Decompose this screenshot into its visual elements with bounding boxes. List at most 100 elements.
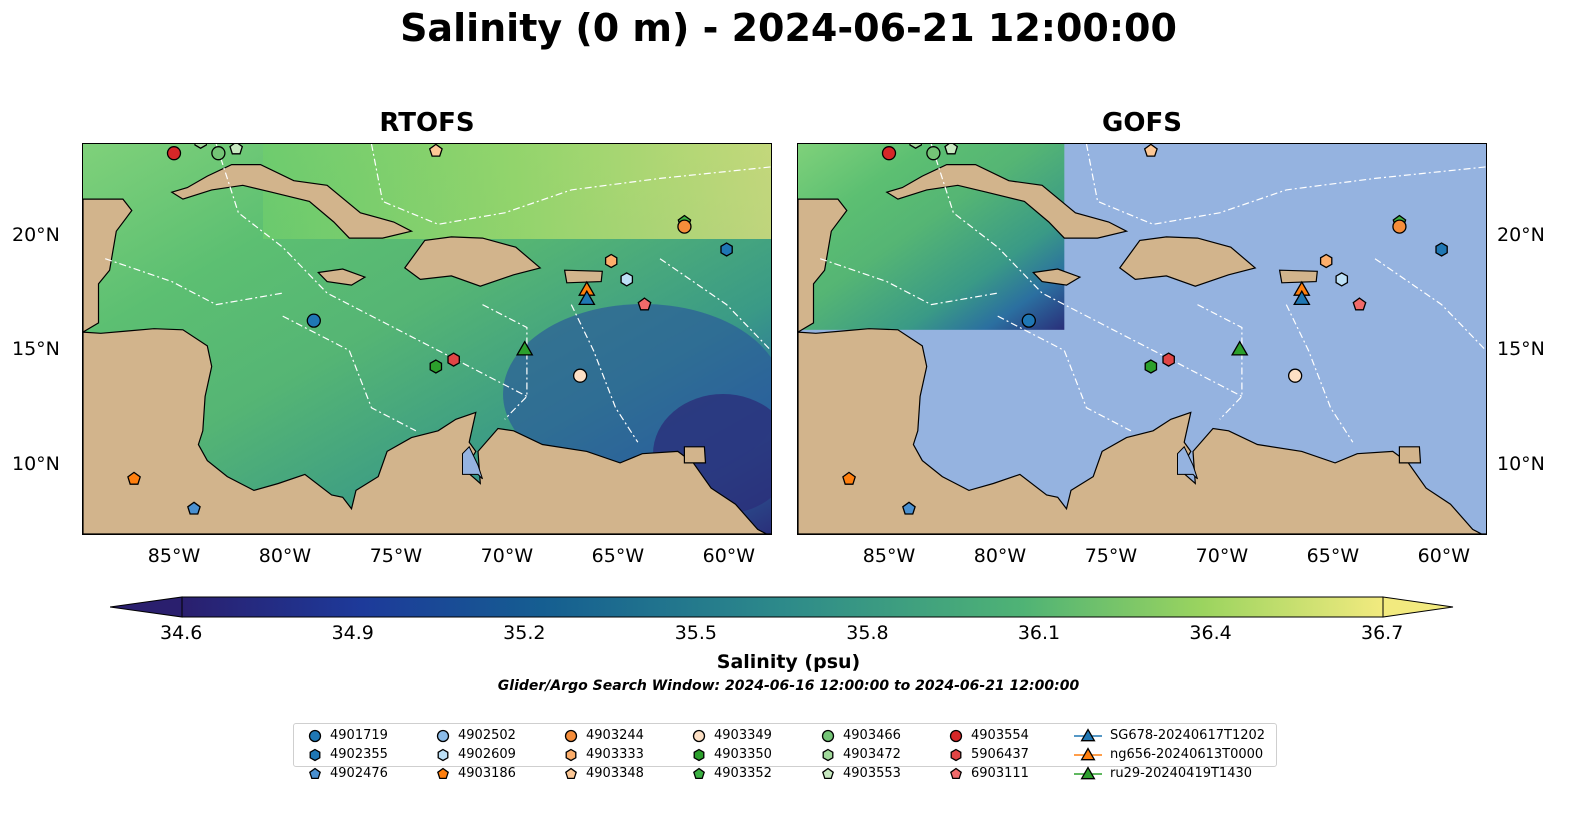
legend-label: 4903554 (971, 728, 1029, 743)
legend-label: 4902609 (458, 747, 516, 762)
legend-label: ng656-20240613T0000 (1110, 747, 1264, 762)
legend-entry: 6903111 (947, 764, 1029, 783)
legend-marker (950, 767, 962, 779)
legend-marker (821, 729, 835, 742)
float-4902609 (1335, 272, 1349, 287)
colorbar-tick-label: 35.8 (846, 622, 889, 644)
land-puerto-rico (1278, 269, 1318, 284)
legend-marker (822, 748, 834, 761)
hexagon-marker-icon (437, 748, 449, 761)
land-yucatan (83, 198, 133, 333)
legend-marker (1080, 765, 1096, 779)
pentagon-marker-icon (822, 767, 834, 779)
colorbar-label: Salinity (psu) (716, 651, 861, 673)
colorbar-tick-label: 35.5 (674, 622, 718, 644)
legend-marker (437, 767, 449, 779)
circle-marker-icon (949, 729, 963, 742)
boundary-line (1374, 258, 1486, 351)
boundary-line (820, 258, 998, 306)
y-tick-label: 20°N (12, 223, 60, 246)
legend-entry: 4903472 (819, 745, 901, 764)
main-title: Salinity (0 m) - 2024-06-21 12:00:00 (400, 6, 1177, 50)
land-hispaniola (1118, 236, 1257, 287)
rtofs-map (82, 143, 772, 535)
x-tick-label: 65°W (1306, 545, 1360, 567)
legend-entry: 4903186 (434, 764, 516, 783)
float-4902355 (1435, 242, 1448, 257)
legend-column: 4903554 5906437 6903111 (947, 726, 1029, 783)
pentagon-marker-icon (309, 767, 321, 779)
legend-entry: 4903553 (819, 764, 901, 783)
legend-marker (822, 767, 834, 779)
colorbar-tick-label: 34.9 (331, 622, 374, 644)
float-4901719 (306, 313, 321, 328)
x-tick-label: 70°W (1195, 545, 1249, 567)
boundary-line (659, 258, 771, 351)
pentagon-marker-icon (693, 767, 705, 779)
x-tick-label: 80°W (973, 545, 1027, 567)
legend-marker (565, 748, 577, 761)
circle-marker-icon (308, 729, 322, 742)
legend-marker (309, 767, 321, 779)
x-tick-label: 70°W (480, 545, 534, 567)
legend-label: 5906437 (971, 747, 1029, 762)
colorbar-tick-label: 34.6 (160, 622, 203, 644)
legend-entry: 4903348 (562, 764, 644, 783)
colorbar-high-extend (1382, 596, 1454, 618)
float-4901719 (1021, 313, 1036, 328)
lake-maracaibo (462, 445, 483, 480)
hexagon-marker-icon (693, 748, 705, 761)
hexagon-marker-icon (822, 748, 834, 761)
rtofs-map-canvas (83, 144, 771, 534)
legend-marker (692, 729, 706, 742)
float-4903553 (944, 144, 959, 155)
legend-label: 4903350 (714, 747, 772, 762)
land-cuba (885, 164, 1129, 239)
gofs-map-canvas (798, 144, 1486, 534)
lake-maracaibo (1177, 445, 1198, 480)
legend-label: 4903349 (714, 728, 772, 743)
legend-marker (949, 729, 963, 742)
boundary-line (1285, 304, 1354, 443)
legend-column: 4902502 4902609 4903186 (434, 726, 516, 783)
float-4903472 (194, 144, 207, 149)
float-4902476 (187, 501, 201, 515)
glider-SG678-20240617T1202 (1293, 289, 1311, 306)
land-yucatan (798, 198, 848, 333)
hexagon-marker-icon (565, 748, 577, 761)
float-4903333 (1319, 253, 1333, 269)
float-4903466 (211, 146, 226, 161)
legend-label: 4903466 (843, 728, 901, 743)
y-tick-label: 10°N (1497, 453, 1545, 476)
legend-entry: 4902609 (434, 745, 516, 764)
legend-entry: 4901719 (306, 726, 388, 745)
x-tick-label: 60°W (702, 545, 756, 567)
legend-label: 4903472 (843, 747, 901, 762)
land-hispaniola (403, 236, 542, 287)
glider-ru29-20240419T1430 (515, 340, 534, 356)
legend-entry: 4902355 (306, 745, 388, 764)
legend-entry: 4903466 (819, 726, 901, 745)
circle-marker-icon (692, 729, 706, 742)
land-trinidad (1398, 446, 1422, 464)
float-4903349 (1287, 368, 1303, 383)
float-6903111 (637, 297, 652, 311)
boundary-line (282, 315, 417, 432)
float-4903186 (842, 471, 856, 485)
circle-marker-icon (821, 729, 835, 742)
salinity-colorbar (110, 596, 1454, 618)
legend-label: 4903553 (843, 766, 901, 781)
legend-entry: 5906437 (947, 745, 1029, 764)
legend-label: 4903333 (586, 747, 644, 762)
legend-marker (1080, 727, 1096, 741)
legend-label: 4903186 (458, 766, 516, 781)
pentagon-marker-icon (565, 767, 577, 779)
boundary-line (105, 258, 283, 306)
legend-label: 4901719 (330, 728, 388, 743)
x-tick-label: 75°W (1084, 545, 1138, 567)
float-4903554 (166, 146, 182, 161)
legend-entry: 4902476 (306, 764, 388, 783)
legend-entry: ng656-20240613T0000 (1072, 745, 1265, 764)
legend-entry: 4903352 (690, 764, 772, 783)
legend-label: 6903111 (971, 766, 1029, 781)
